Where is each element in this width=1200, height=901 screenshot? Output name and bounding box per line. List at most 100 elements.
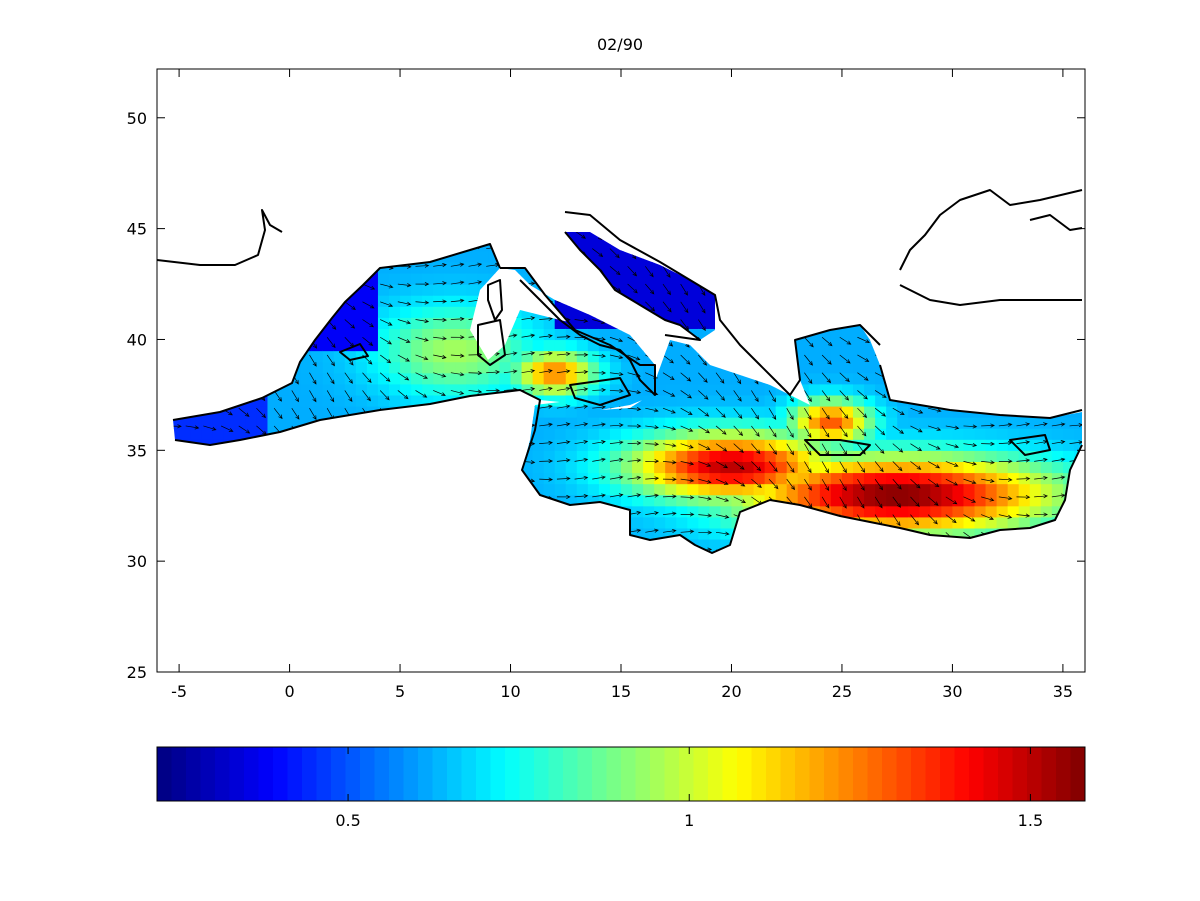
field-cell [875, 494, 887, 507]
field-cell [875, 439, 887, 451]
vector-arrow [963, 461, 977, 466]
field-cell [576, 428, 589, 440]
vector-arrow [998, 477, 1013, 482]
field-cell [400, 272, 412, 285]
field-cell [609, 339, 622, 352]
field-cell [665, 350, 677, 363]
field-cell [996, 483, 1009, 496]
field-cell [853, 394, 865, 407]
vector-arrow [698, 354, 707, 366]
field-cell [411, 306, 423, 318]
field-cell [875, 461, 887, 474]
colorbar-cell [1070, 747, 1086, 801]
field-cell [1007, 450, 1020, 462]
field-cell [643, 450, 655, 462]
vector-arrow [857, 461, 866, 473]
field-cell [554, 483, 567, 496]
field-cell [245, 405, 258, 418]
field-cell [908, 428, 920, 440]
vector-arrow [751, 461, 762, 472]
field-cell [941, 472, 954, 485]
field-cell [576, 317, 589, 329]
field-cell [587, 250, 600, 263]
vector-arrow [609, 336, 624, 343]
vector-arrow [539, 316, 554, 321]
vector-arrow [450, 316, 465, 322]
field-cell [598, 439, 611, 451]
field-cell [919, 439, 931, 451]
field-cell [930, 527, 942, 540]
field-cell [311, 361, 324, 374]
field-cell [665, 450, 677, 462]
field-cell [864, 394, 876, 407]
field-cell [676, 505, 688, 518]
field-cell [764, 450, 777, 462]
field-cell [665, 372, 677, 385]
field-cell [676, 472, 688, 485]
field-cell [841, 328, 854, 341]
vector-arrow [326, 354, 335, 367]
x-tick-label: -5 [171, 682, 187, 701]
field-cell [1051, 439, 1064, 451]
field-cell [543, 328, 556, 341]
field-cell [543, 483, 556, 496]
vector-arrow [839, 478, 847, 492]
field-cell [819, 450, 832, 462]
vector-arrow [415, 300, 430, 305]
vector-arrow [821, 478, 830, 492]
field-cell [643, 372, 655, 385]
field-cell [853, 405, 865, 418]
field-cell [841, 450, 854, 462]
vector-arrow [998, 459, 1013, 464]
field-cell [897, 439, 909, 451]
field-cell [786, 472, 799, 485]
field-cell [621, 450, 633, 462]
field-cell [333, 383, 346, 396]
vector-arrow [645, 425, 659, 430]
vector-arrow [910, 443, 923, 452]
vector-arrow [309, 390, 317, 403]
vector-arrow [857, 425, 867, 437]
field-cell [797, 372, 810, 385]
field-cell [665, 527, 677, 540]
vector-arrow [556, 494, 571, 499]
coastline-corsica [487, 279, 503, 321]
vector-arrow [821, 425, 830, 438]
field-cell [576, 405, 589, 418]
field-cell [1040, 483, 1053, 496]
colorbar-cell [606, 747, 622, 801]
vector-arrow [609, 440, 624, 445]
colorbar-cell [331, 747, 346, 801]
field-cell [1029, 428, 1042, 440]
colorbar-cell [490, 747, 506, 801]
colorbar-cell [664, 747, 680, 801]
field-cell [532, 450, 545, 462]
field-cell [632, 483, 644, 496]
field-cell [886, 494, 898, 507]
field-cell [543, 394, 556, 407]
field-cell [1051, 450, 1064, 462]
field-cell [400, 328, 412, 341]
field-cell [853, 350, 865, 363]
field-cell [1018, 439, 1031, 451]
field-cell [389, 372, 401, 385]
field-cell [344, 405, 357, 418]
field-cell [996, 494, 1009, 507]
field-cell [919, 516, 931, 529]
field-cell [422, 350, 434, 363]
vector-arrow [821, 407, 830, 420]
field-cell [444, 328, 456, 341]
chart-title: 02/90 [597, 35, 643, 54]
field-cell [289, 394, 302, 407]
field-cell [897, 461, 909, 474]
field-cell [466, 339, 478, 352]
field-cell [587, 472, 600, 485]
field-cell [389, 306, 401, 318]
colorbar-cell [998, 747, 1013, 801]
field-cell [643, 439, 655, 451]
vector-arrow [857, 496, 865, 509]
vector-arrow [910, 407, 924, 414]
vector-arrow [928, 407, 942, 413]
colorbar-cell [853, 747, 868, 801]
field-cell [587, 483, 600, 496]
